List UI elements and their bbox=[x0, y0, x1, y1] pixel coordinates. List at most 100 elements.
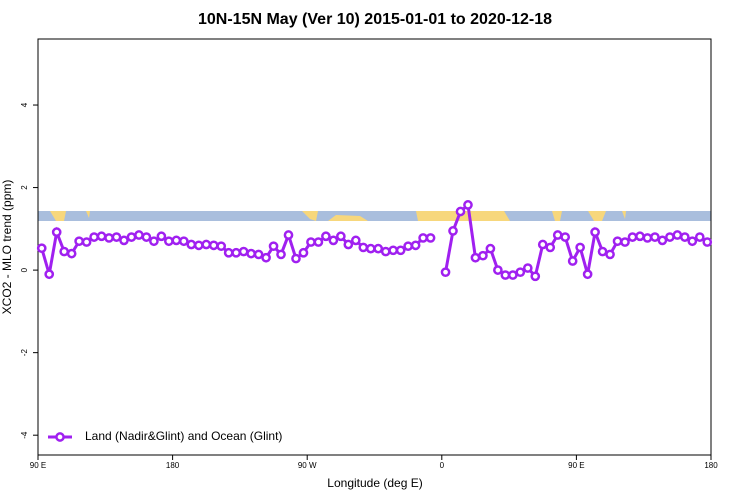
data-point bbox=[44, 269, 55, 280]
data-point bbox=[702, 237, 713, 247]
y-axis-label: XCO2 - MLO trend (ppm) bbox=[0, 180, 14, 315]
x-axis-label: Longitude (deg E) bbox=[327, 476, 422, 490]
x-tick-label: 180 bbox=[704, 461, 718, 470]
data-point bbox=[657, 235, 668, 246]
land-patch bbox=[416, 211, 510, 221]
data-point bbox=[679, 232, 690, 242]
data-point bbox=[186, 239, 197, 250]
data-point bbox=[410, 240, 421, 251]
chart-title: 10N-15N May (Ver 10) 2015-01-01 to 2020-… bbox=[198, 11, 552, 28]
data-point bbox=[149, 236, 159, 247]
land-mask-band bbox=[38, 211, 711, 221]
data-point bbox=[552, 230, 563, 240]
data-point bbox=[620, 237, 630, 247]
data-point bbox=[642, 233, 653, 243]
data-point bbox=[522, 263, 533, 273]
data-point bbox=[321, 231, 331, 242]
data-point bbox=[687, 236, 698, 247]
data-point bbox=[171, 235, 182, 246]
land-patch bbox=[622, 211, 626, 219]
data-point bbox=[455, 206, 466, 217]
data-point bbox=[343, 239, 354, 250]
data-point bbox=[201, 239, 212, 250]
y-tick-label: -4 bbox=[20, 431, 29, 439]
data-point bbox=[96, 231, 107, 242]
data-point bbox=[470, 252, 481, 263]
data-point bbox=[193, 240, 204, 251]
land-patch bbox=[588, 211, 606, 221]
data-point bbox=[36, 243, 47, 254]
data-point bbox=[216, 241, 227, 252]
x-tick-label: 180 bbox=[166, 461, 180, 470]
data-point bbox=[328, 235, 339, 246]
data-point bbox=[276, 249, 286, 260]
data-point bbox=[253, 249, 264, 260]
data-point bbox=[582, 269, 593, 280]
data-point bbox=[575, 242, 585, 253]
data-point bbox=[283, 230, 294, 240]
data-point bbox=[418, 233, 428, 243]
data-point bbox=[51, 227, 62, 237]
data-point bbox=[134, 230, 144, 240]
data-point bbox=[515, 267, 526, 278]
data-point bbox=[635, 231, 645, 242]
data-point bbox=[373, 243, 384, 254]
land-patch bbox=[552, 211, 562, 221]
data-point bbox=[74, 236, 84, 247]
data-point bbox=[380, 246, 391, 257]
data-point bbox=[313, 237, 324, 247]
data-point bbox=[178, 236, 189, 247]
x-tick-label: 90 E bbox=[30, 461, 46, 470]
data-point bbox=[164, 236, 174, 247]
data-point bbox=[350, 235, 361, 246]
data-point bbox=[66, 248, 77, 259]
data-point bbox=[627, 232, 638, 242]
data-point bbox=[231, 247, 242, 258]
data-point bbox=[358, 242, 369, 253]
data-point bbox=[448, 226, 458, 236]
data-point bbox=[261, 252, 271, 263]
data-point bbox=[694, 232, 705, 242]
data-point bbox=[298, 247, 309, 258]
data-point bbox=[395, 245, 406, 256]
data-point bbox=[440, 267, 451, 278]
data-point bbox=[493, 265, 503, 275]
land-patch bbox=[86, 211, 90, 218]
data-point bbox=[530, 271, 541, 282]
data-point bbox=[403, 241, 413, 252]
ocean-band bbox=[38, 211, 711, 221]
data-point bbox=[507, 270, 518, 280]
y-tick-label: -2 bbox=[20, 349, 29, 357]
data-point bbox=[111, 232, 122, 242]
data-point bbox=[223, 247, 234, 258]
data-point bbox=[238, 246, 249, 257]
x-tick-label: 90 W bbox=[298, 461, 317, 470]
x-tick-label: 90 E bbox=[568, 461, 584, 470]
data-point bbox=[156, 231, 167, 242]
y-tick-label: 0 bbox=[20, 267, 29, 272]
data-point bbox=[567, 256, 578, 266]
data-point bbox=[141, 232, 152, 242]
data-point bbox=[126, 232, 137, 242]
legend-marker bbox=[55, 432, 65, 442]
land-patch bbox=[328, 215, 368, 221]
data-point bbox=[590, 227, 600, 237]
data-point bbox=[463, 200, 473, 210]
data-point bbox=[672, 230, 683, 240]
data-point bbox=[597, 246, 608, 257]
data-point bbox=[81, 237, 92, 247]
data-point bbox=[388, 245, 399, 256]
y-tick-label: 4 bbox=[20, 102, 29, 107]
land-patch bbox=[50, 211, 66, 221]
data-point bbox=[485, 243, 496, 254]
data-point bbox=[605, 249, 615, 260]
data-point bbox=[268, 241, 279, 252]
data-point bbox=[650, 232, 660, 242]
data-point bbox=[89, 232, 99, 242]
data-point bbox=[425, 233, 436, 243]
data-point bbox=[500, 270, 511, 280]
y-tick-label: 2 bbox=[20, 185, 29, 190]
data-point bbox=[104, 233, 114, 243]
data-point bbox=[291, 253, 301, 264]
